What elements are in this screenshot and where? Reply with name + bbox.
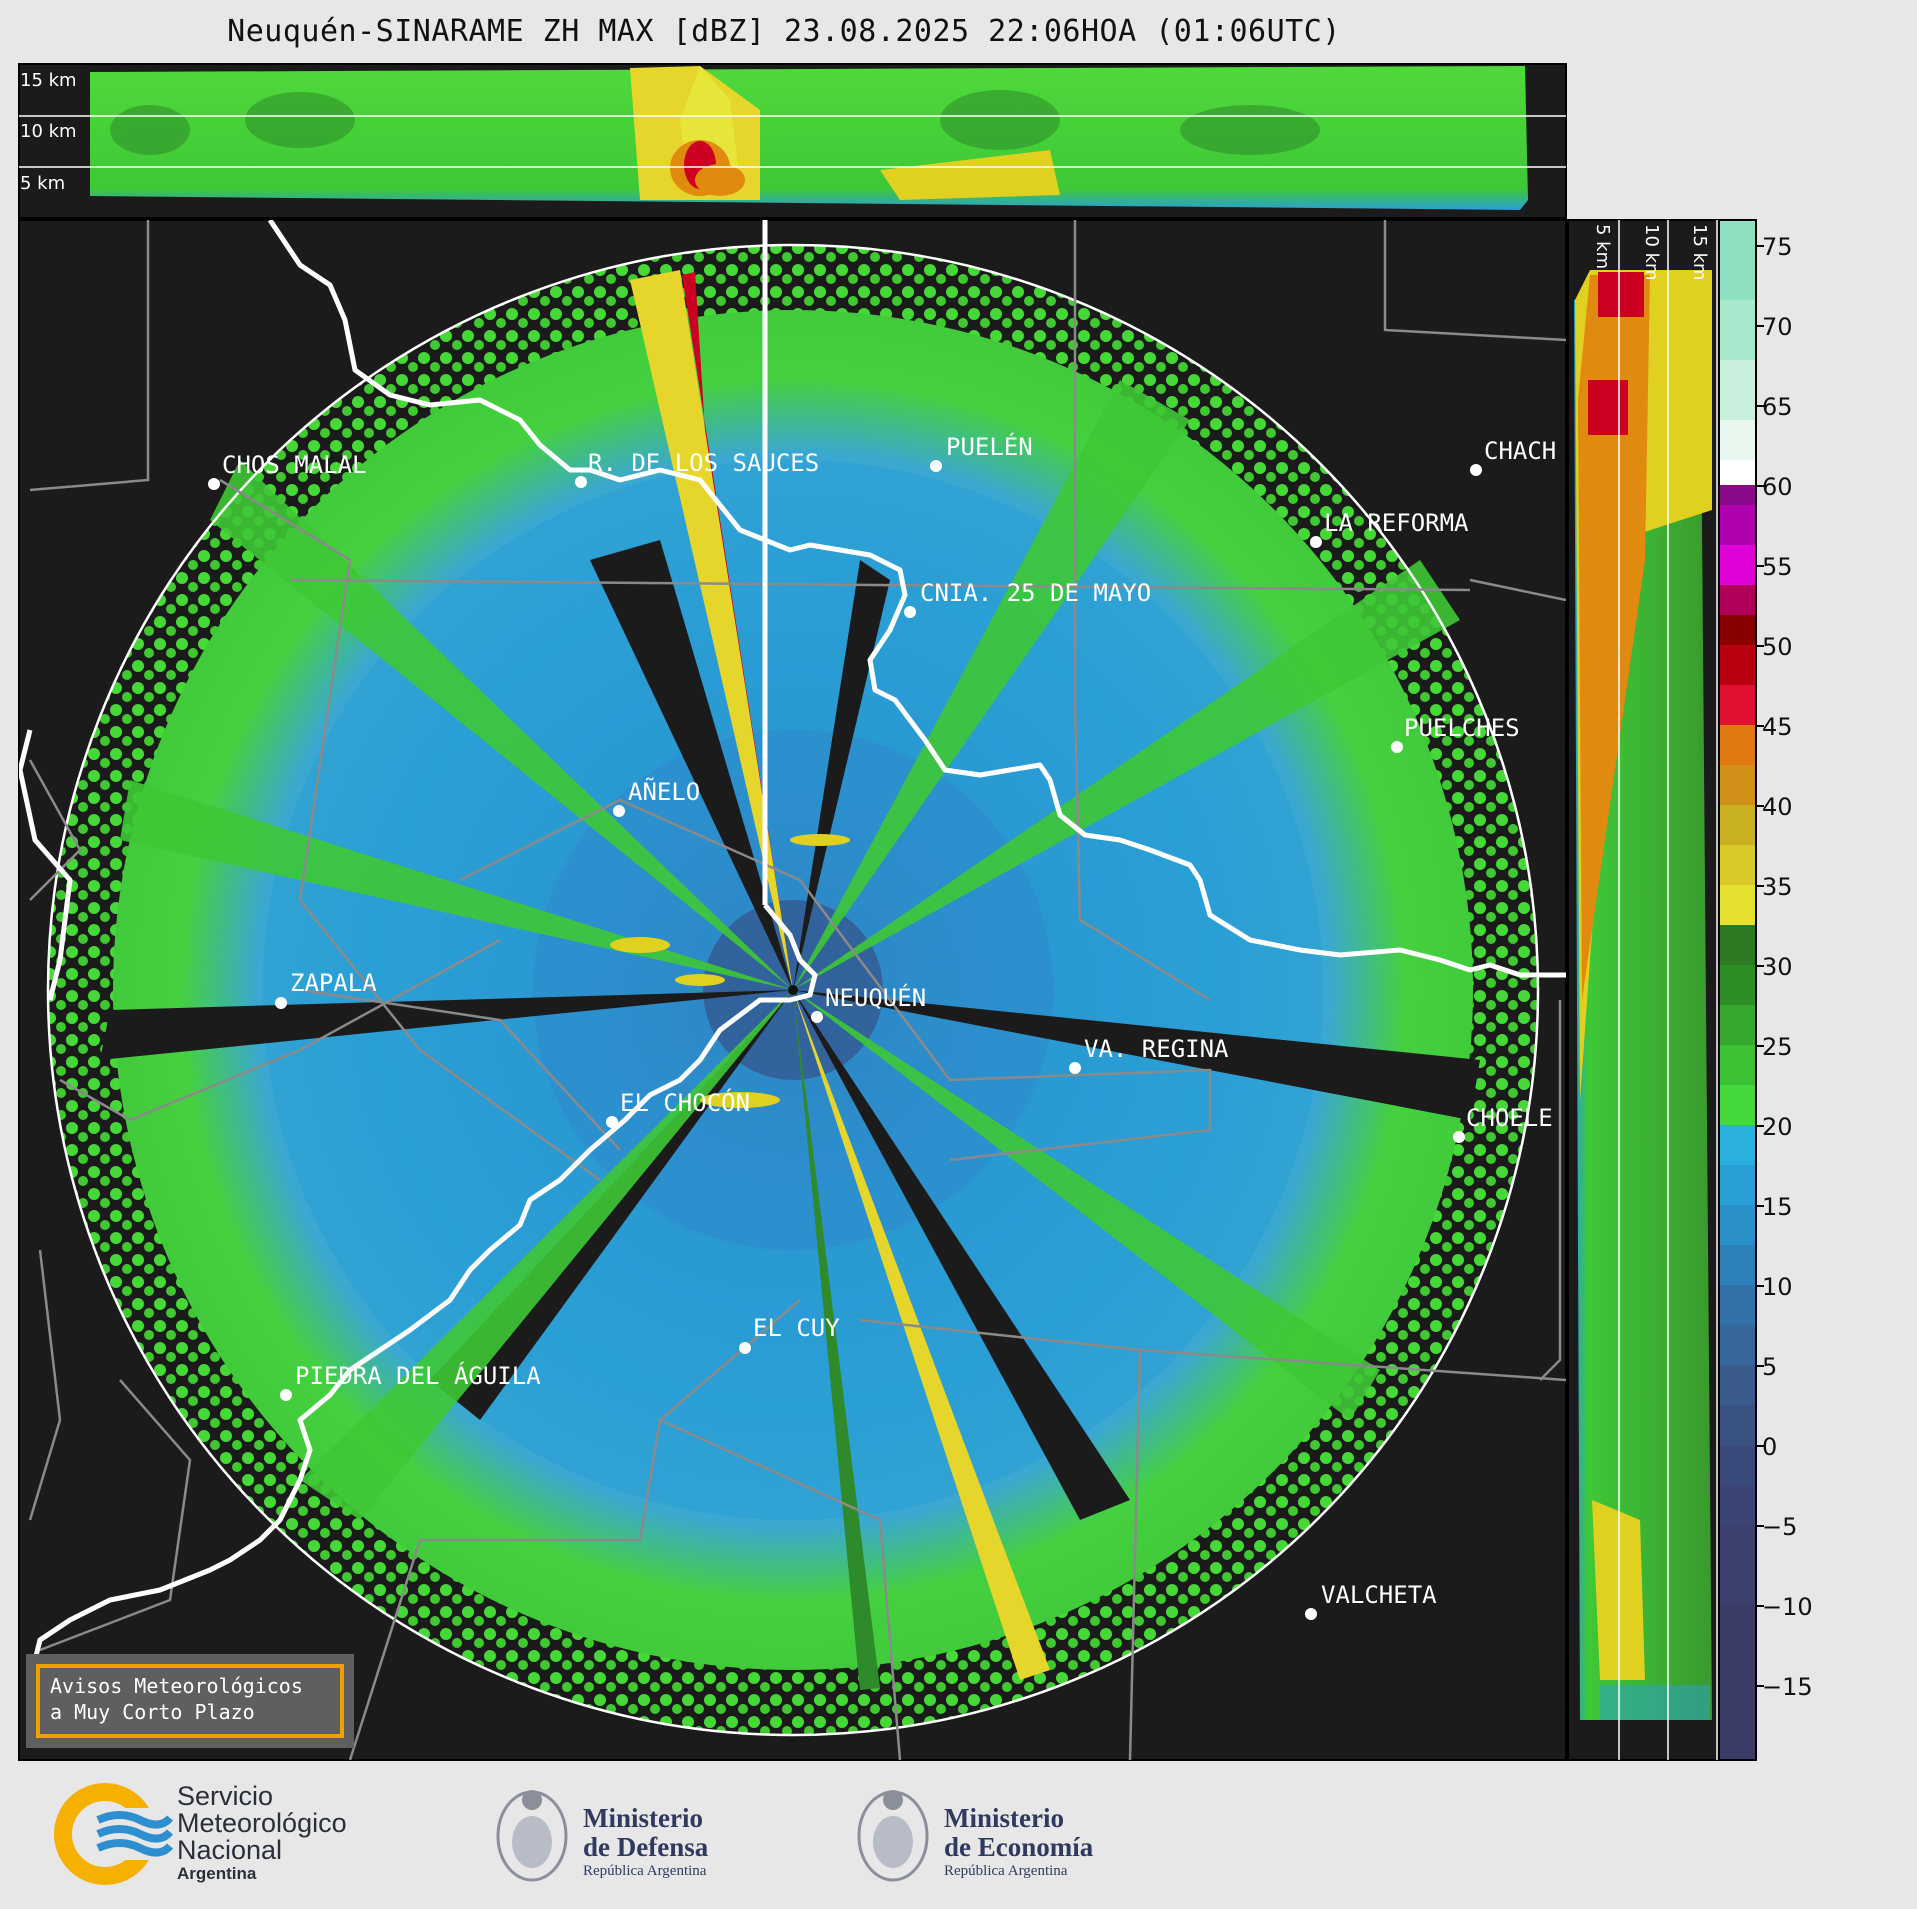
colorbar-tick-minus-5: −5 [1762,1513,1797,1541]
city-markers [208,460,1482,1620]
city-label-puelches: PUELCHES [1404,714,1520,742]
top-km-label-10: 10 km [20,121,77,142]
ministerio-economia-seal [857,1790,929,1882]
ministerio-defensa-text: Ministerio de Defensa República Argentin… [583,1804,708,1880]
defensa-line-3: República Argentina [583,1863,707,1879]
colorbar-tick-60: 60 [1762,473,1793,501]
side-km-label-10: 10 km [1641,224,1662,281]
city-marker-rincon-de-los-sauces [575,476,587,488]
city-label-puelen: PUELÉN [946,432,1033,461]
smn-line-3: Nacional [177,1835,283,1865]
colorbar-tick-0: 0 [1762,1433,1777,1461]
notice-box: Avisos Meteorológicos a Muy Corto Plazo [26,1654,354,1748]
colorbar-tick-20: 20 [1762,1113,1793,1141]
city-marker-anelo [613,805,625,817]
city-label-el-cuy: EL CUY [753,1314,840,1342]
colorbar-tick-minus-10: −10 [1762,1593,1813,1621]
city-marker-zapala [275,997,287,1009]
ministerio-defensa-seal [496,1790,568,1882]
city-label-valcheta: VALCHETA [1321,1581,1437,1609]
defensa-line-1: Ministerio [583,1803,703,1833]
top-km-label-15: 15 km [20,70,77,91]
city-marker-chos-malal [208,478,220,490]
city-marker-cnia-25-de-mayo [904,606,916,618]
city-marker-el-chocon [606,1116,618,1128]
rivers [19,220,1566,1681]
city-label-chach: CHACH [1484,437,1556,465]
city-label-rincon-de-los-sauces: R. DE LOS SAUCES [588,449,819,477]
city-label-cnia-25-de-mayo: CNIA. 25 DE MAYO [920,579,1151,607]
colorbar-tick-35: 35 [1762,873,1793,901]
side-cross-section-panel: 5 km 10 km 15 km [1567,219,1719,1761]
colorbar: 75 70 65 60 55 50 45 40 35 30 25 20 15 1… [1718,219,1813,1761]
ministerio-economia-text: Ministerio de Economía República Argenti… [944,1804,1093,1880]
notice-line-2: a Muy Corto Plazo [50,1700,255,1724]
city-marker-chacharramendi [1470,464,1482,476]
radar-spoke-north [630,270,793,990]
city-marker-neuquen [811,1011,823,1023]
top-cross-section-panel: 15 km 10 km 5 km [18,63,1567,219]
side-km-label-5: 5 km [1592,224,1613,269]
city-label-zapala: ZAPALA [290,969,377,997]
colorbar-tick-55: 55 [1762,553,1793,581]
colorbar-tick-5: 5 [1762,1353,1777,1381]
city-label-neuquen: NEUQUÉN [825,983,926,1012]
colorbar-tick-50: 50 [1762,633,1793,661]
map-title: Neuquén-SINARAME ZH MAX [dBZ] 23.08.2025… [227,14,1341,49]
economia-line-2: de Economía [944,1832,1094,1862]
smn-logo-text: Servicio Meteorológico Nacional Argentin… [177,1783,347,1884]
top-km-label-5: 5 km [20,173,65,194]
colorbar-tick-45: 45 [1762,713,1793,741]
colorbar-tick-40: 40 [1762,793,1793,821]
range-ring [46,243,1540,1737]
notice-line-1: Avisos Meteorológicos [50,1674,303,1698]
colorbar-tick-15: 15 [1762,1193,1793,1221]
city-marker-choele-choel [1453,1131,1465,1143]
city-label-piedra-del-aguila: PIEDRA DEL ÁGUILA [295,1361,541,1390]
colorbar-tick-65: 65 [1762,393,1793,421]
city-marker-valcheta [1305,1608,1317,1620]
city-marker-puelches [1391,741,1403,753]
city-label-el-chocon: EL CHOCÓN [620,1087,750,1117]
smn-line-2: Meteorológico [177,1808,347,1838]
colorbar-tick-minus-15: −15 [1762,1673,1813,1701]
colorbar-tick-25: 25 [1762,1033,1793,1061]
colorbar-tick-10: 10 [1762,1273,1793,1301]
colorbar-tick-70: 70 [1762,313,1793,341]
radar-site-marker [788,985,798,995]
city-label-chos-malal: CHOS MALAL [222,451,367,479]
colorbar-tick-75: 75 [1762,233,1793,261]
city-marker-va-regina [1069,1062,1081,1074]
smn-line-4: Argentina [177,1864,257,1883]
city-marker-la-reforma [1310,536,1322,548]
radar-spoke-south [793,990,1050,1680]
city-marker-el-cuy [739,1342,751,1354]
economia-line-1: Ministerio [944,1803,1064,1833]
department-borders [28,220,1566,1760]
city-marker-puelen [930,460,942,472]
colorbar-tick-30: 30 [1762,953,1793,981]
city-label-anelo: AÑELO [628,776,700,806]
smn-logo [54,1783,174,1885]
side-km-label-15: 15 km [1689,224,1710,281]
city-label-va-regina: VA. REGINA [1084,1035,1229,1063]
radar-map-panel: CHOS MALAL R. DE LOS SAUCES PUELÉN CHACH… [18,219,1567,1761]
defensa-line-2: de Defensa [583,1832,709,1862]
city-label-choele: CHOELE [1466,1104,1553,1132]
smn-line-1: Servicio [177,1781,274,1811]
economia-line-3: República Argentina [944,1863,1068,1879]
city-label-la-reforma: LA REFORMA [1324,509,1469,537]
city-marker-piedra-del-aguila [280,1389,292,1401]
